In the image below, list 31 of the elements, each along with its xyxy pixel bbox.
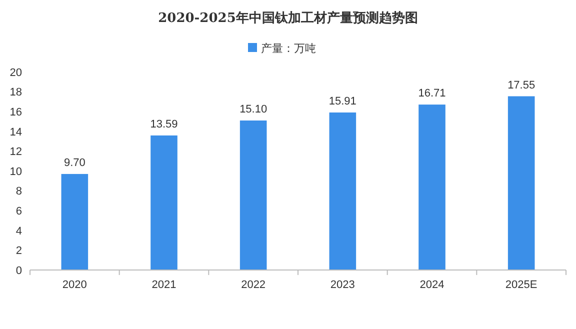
data-label: 9.70 [64, 156, 86, 169]
bar [61, 174, 88, 270]
x-tick-label: 2022 [241, 279, 266, 291]
y-tick-label: 12 [10, 146, 22, 158]
y-tick-label: 14 [10, 126, 22, 138]
bar [150, 135, 178, 270]
chart-title: 2020-2025年中国钛加工材产量预测趋势图 [158, 10, 418, 26]
y-tick-label: 2 [16, 245, 22, 258]
x-tick-label: 2020 [62, 279, 87, 291]
x-tick-label: 2024 [420, 279, 444, 291]
y-tick-label: 8 [16, 186, 22, 198]
bar [240, 120, 267, 270]
y-tick-label: 4 [16, 225, 22, 238]
y-tick-label: 16 [10, 106, 22, 118]
x-tick-label: 2025E [505, 279, 538, 291]
data-label: 15.91 [328, 95, 356, 108]
y-tick-label: 6 [16, 205, 22, 218]
y-tick-label: 10 [10, 166, 22, 178]
data-label: 16.71 [418, 88, 446, 100]
y-tick-label: 0 [16, 264, 22, 277]
x-tick-label: 2023 [330, 279, 355, 291]
y-tick-label: 18 [10, 86, 22, 99]
y-tick-label: 20 [10, 66, 22, 79]
bar [508, 96, 535, 270]
bar [329, 112, 356, 270]
data-label: 15.10 [240, 104, 268, 116]
data-label: 13.59 [150, 118, 178, 130]
x-tick-label: 2021 [152, 279, 176, 291]
legend-label: 产量：万吨 [261, 42, 316, 55]
bar [418, 104, 446, 270]
data-label: 17.55 [508, 79, 536, 92]
